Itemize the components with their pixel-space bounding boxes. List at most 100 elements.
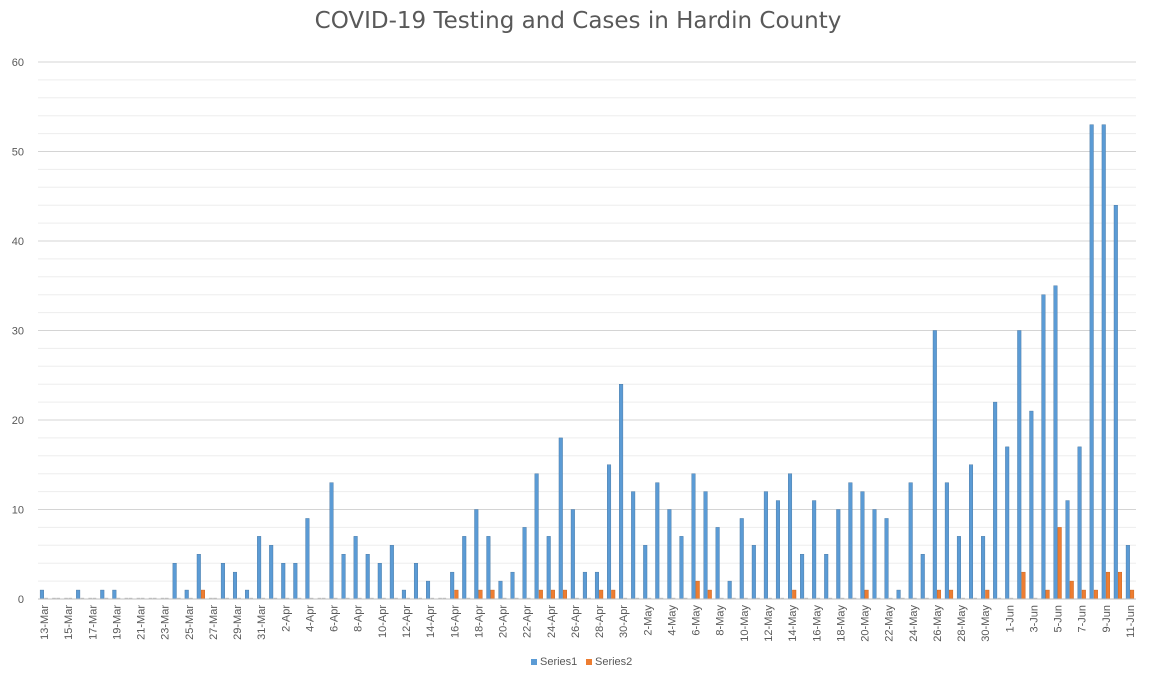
bar-series2: [1033, 597, 1038, 599]
bar-series2: [683, 597, 688, 599]
bar-series2: [1009, 597, 1014, 599]
bar-series2: [756, 597, 760, 599]
bar-series2: [575, 597, 579, 599]
bar-series2: [828, 597, 833, 599]
bar-series2: [1045, 589, 1050, 600]
bar-series2: [44, 597, 48, 599]
x-tick-label: 24-Apr: [546, 605, 558, 638]
x-tick-label: 19-Mar: [111, 605, 123, 640]
bar-series1: [558, 437, 563, 600]
x-tick-label: 17-Mar: [87, 605, 99, 640]
bar-series1: [438, 597, 442, 599]
x-tick-label: 21-Mar: [136, 605, 148, 640]
bar-series2: [92, 597, 97, 599]
x-tick-label: 22-Apr: [522, 605, 534, 638]
bar-series2: [562, 589, 567, 600]
bar-series2: [225, 597, 229, 599]
bar-series1: [631, 491, 636, 600]
bar-series2: [720, 597, 724, 599]
y-tick-label: 50: [12, 147, 24, 159]
bar-series2: [925, 597, 929, 599]
bar-series2: [261, 597, 266, 599]
bar-series2: [273, 597, 278, 599]
bar-series2: [659, 597, 664, 599]
bar-series1: [305, 518, 310, 600]
bar-series1: [281, 563, 286, 600]
bar-series1: [824, 554, 829, 600]
x-tick-label: 27-Mar: [208, 605, 220, 640]
legend-item-series1: Series1: [531, 656, 577, 668]
x-tick-label: 31-Mar: [256, 605, 268, 640]
bar-series2: [249, 597, 254, 599]
bar-series2: [997, 597, 1002, 599]
x-tick-label: 26-May: [932, 605, 944, 642]
svg-text:Series1: Series1: [540, 656, 577, 668]
bar-series1: [124, 597, 129, 599]
bar-series2: [840, 597, 845, 599]
bar-series1: [836, 509, 841, 600]
bar-series1: [848, 482, 853, 600]
bar-series1: [1065, 500, 1070, 600]
y-tick-label: 40: [12, 236, 24, 248]
bar-series1: [788, 473, 793, 600]
bar-series1: [172, 563, 177, 600]
bar-series2: [1057, 527, 1062, 600]
y-tick-label: 60: [12, 57, 24, 69]
x-tick-label: 5-Jun: [1053, 605, 1065, 633]
bar-series1: [389, 545, 394, 600]
bar-series1: [800, 554, 805, 600]
bar-series1: [1005, 446, 1010, 600]
bar-series1: [655, 482, 660, 600]
bar-series1: [727, 580, 732, 600]
bar-series1: [619, 384, 624, 600]
x-tick-label: 22-May: [884, 605, 896, 642]
bar-series1: [1125, 545, 1130, 600]
x-tick-label: 1-Jun: [1004, 605, 1016, 633]
bar-series1: [969, 464, 974, 600]
bar-series2: [1130, 589, 1135, 600]
bar-series2: [1021, 571, 1026, 600]
x-tick-label: 10-Apr: [377, 605, 389, 638]
bar-series2: [707, 589, 712, 600]
x-tick-label: 28-May: [956, 605, 968, 642]
bar-series1: [426, 580, 431, 600]
bar-series1: [52, 597, 56, 599]
bar-series2: [913, 597, 917, 599]
x-tick-label: 18-May: [835, 605, 847, 642]
x-tick-label: 13-Mar: [39, 605, 51, 640]
bar-series2: [888, 597, 893, 599]
x-tick-label: 6-May: [691, 605, 703, 636]
bar-series1: [993, 401, 998, 600]
bar-series1: [679, 536, 684, 600]
bar-series2: [68, 597, 73, 599]
bar-series1: [908, 482, 913, 600]
bar-series2: [901, 597, 905, 599]
bar-series2: [1069, 580, 1074, 600]
bar-series2: [297, 597, 302, 599]
x-tick-label: 16-Apr: [449, 605, 461, 638]
bar-series2: [647, 597, 652, 599]
bar-series1: [812, 500, 817, 600]
x-tick-label: 10-May: [739, 605, 751, 642]
x-tick-label: 8-May: [715, 605, 727, 636]
chart-title: COVID-19 Testing and Cases in Hardin Cou…: [314, 8, 842, 34]
x-tick-label: 4-Apr: [304, 605, 316, 632]
bar-series2: [937, 589, 942, 600]
bar-series1: [209, 597, 213, 599]
bar-series2: [599, 589, 604, 600]
bar-series1: [353, 536, 358, 600]
bar-series2: [538, 589, 543, 600]
y-axis: 0 10 20 30 40 50 60: [12, 57, 24, 606]
bar-series2: [1105, 571, 1110, 600]
bars: [39, 124, 1135, 600]
x-tick-label: 14-May: [787, 605, 799, 642]
bar-series2: [164, 597, 169, 599]
bar-series2: [189, 597, 193, 599]
bar-series1: [1077, 446, 1082, 600]
bar-series1: [546, 536, 551, 600]
bar-series1: [329, 482, 334, 600]
x-tick-label: 15-Mar: [63, 605, 75, 640]
bar-series2: [333, 597, 338, 599]
bar-series1: [522, 527, 527, 600]
bar-series1: [739, 518, 744, 600]
